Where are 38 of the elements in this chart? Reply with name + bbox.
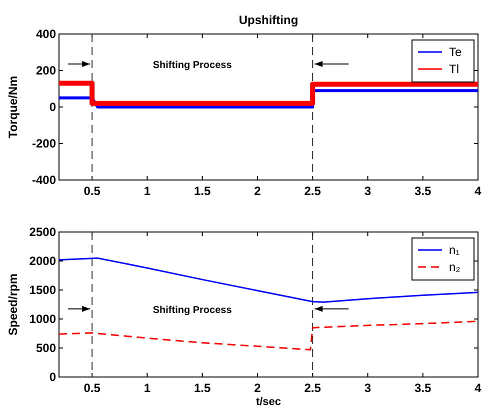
x-tick-label: 1	[144, 381, 151, 395]
x-tick-label: 2.5	[304, 184, 322, 198]
y-axis-title: Speed/rpm	[6, 273, 20, 336]
y-axis-title: Torque/Nm	[6, 76, 20, 138]
x-axis-title: t/sec	[256, 396, 282, 408]
x-tick-label: 0.5	[84, 184, 101, 198]
y-tick-label: 2500	[29, 225, 56, 239]
y-tick-label: -200	[32, 136, 56, 150]
y-tick-label: 1500	[29, 283, 56, 297]
y-tick-label: 2000	[29, 254, 56, 268]
x-tick-label: 3.5	[414, 381, 432, 395]
legend-label: n₁	[449, 243, 460, 257]
legend-label: n₂	[449, 260, 461, 274]
x-tick-label: 3	[364, 381, 372, 395]
y-tick-label: 1000	[29, 312, 56, 326]
x-tick-label: 1.5	[194, 381, 212, 395]
y-tick-label: 400	[36, 27, 56, 41]
y-tick-label: 200	[36, 64, 56, 78]
x-tick-label: 2	[254, 381, 262, 395]
x-tick-label: 2.5	[304, 381, 322, 395]
x-tick-label: 4	[474, 184, 482, 198]
legend-label: Te	[449, 45, 462, 59]
line-series	[58, 257, 479, 303]
x-tick-label: 3.5	[414, 184, 432, 198]
x-tick-label: 2	[254, 184, 262, 198]
annotation: Shifting Process	[152, 60, 232, 71]
chart-title: Upshifting	[238, 13, 298, 27]
x-tick-label: 0.5	[84, 381, 101, 395]
y-tick-label: -400	[32, 173, 56, 187]
y-tick-label: 500	[36, 341, 56, 355]
legend-label: Tl	[449, 62, 459, 76]
y-tick-label: 0	[49, 370, 56, 384]
x-tick-label: 3	[364, 184, 372, 198]
annotation: Shifting Process	[152, 304, 232, 316]
x-tick-label: 1	[144, 184, 151, 198]
x-tick-label: 4	[474, 381, 482, 395]
x-tick-label: 1.5	[194, 184, 212, 198]
y-tick-label: 0	[49, 100, 56, 114]
